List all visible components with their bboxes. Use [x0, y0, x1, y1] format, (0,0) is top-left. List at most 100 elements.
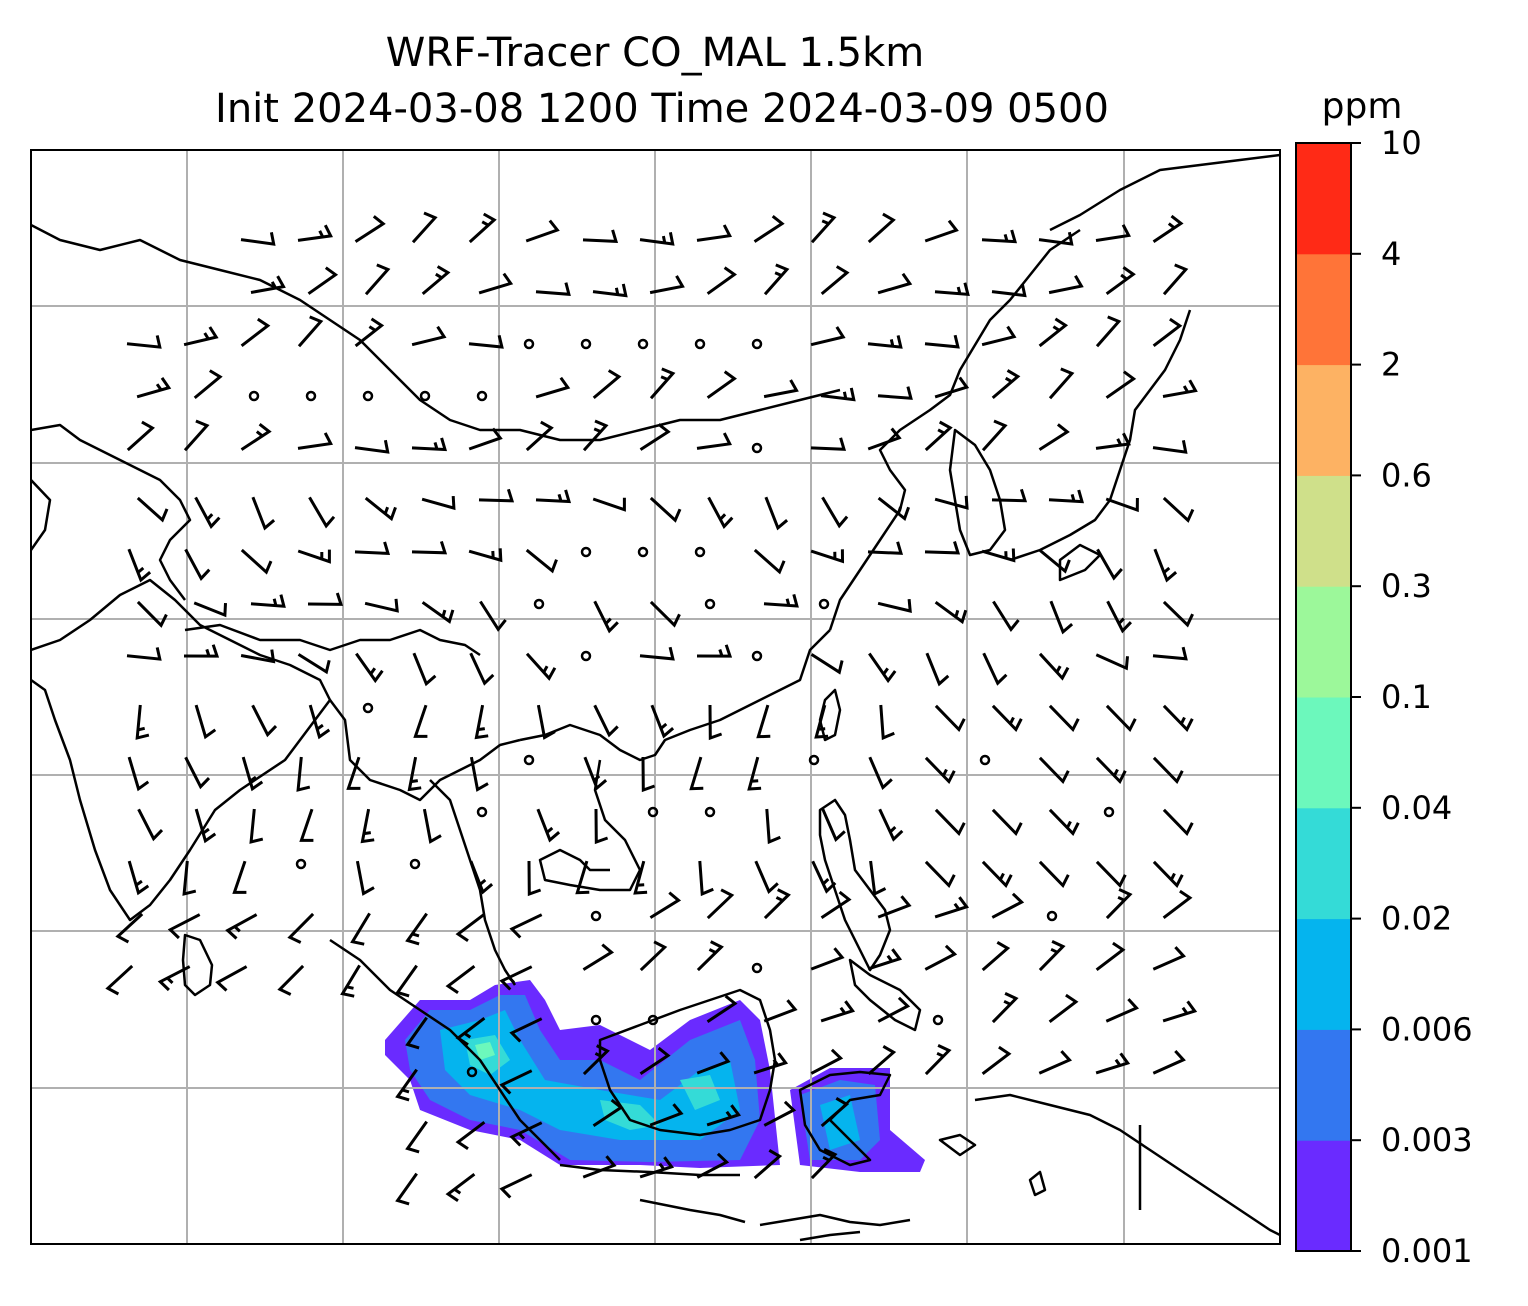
- wind-barb: [924, 219, 959, 243]
- wind-barb: [499, 1069, 533, 1095]
- wind-barb: [1095, 432, 1131, 450]
- wind-barb: [1105, 704, 1137, 733]
- wind-barb: [706, 370, 737, 399]
- wind-barb: [1038, 652, 1070, 681]
- wind-barb: [867, 948, 903, 971]
- wind-barb: [991, 283, 1027, 298]
- wind-barb: [137, 808, 164, 842]
- wind-barb: [455, 913, 486, 943]
- wind-barb: [867, 335, 903, 349]
- wind-barb: [127, 548, 152, 583]
- wind-barb-calm: [305, 390, 317, 402]
- colorbar-segment: [1296, 253, 1351, 366]
- wind-barb: [445, 1173, 476, 1203]
- wind-barb: [934, 704, 966, 733]
- wind-barb: [639, 940, 668, 972]
- wind-barb: [136, 496, 169, 523]
- wind-barb: [136, 600, 168, 628]
- wind-barb-calm: [295, 858, 307, 870]
- wind-barb: [981, 548, 1016, 563]
- wind-barb: [469, 860, 494, 895]
- wind-barb: [1153, 548, 1178, 583]
- wind-barb-calm: [523, 754, 535, 766]
- wind-barb: [1152, 1049, 1186, 1075]
- wind-barb: [991, 704, 1023, 733]
- wind-barb: [1152, 214, 1184, 243]
- wind-barb: [696, 1152, 730, 1179]
- wind-barb: [455, 1017, 486, 1047]
- wind-barb: [934, 376, 970, 399]
- wind-barb: [698, 860, 714, 897]
- wind-barb-calm: [409, 858, 421, 870]
- wind-barb: [499, 1173, 533, 1199]
- wind-barb: [582, 1155, 617, 1179]
- wind-barb: [1038, 317, 1069, 348]
- wind-barb: [215, 965, 248, 992]
- wind-barb: [1038, 231, 1074, 246]
- colorbar-tick-label: 0.1: [1381, 678, 1432, 716]
- wind-barb: [1095, 224, 1132, 242]
- wind-barb: [934, 896, 970, 919]
- wind-barb: [525, 548, 558, 574]
- wind-barb: [405, 1016, 428, 1050]
- wind-barb: [641, 756, 656, 793]
- wind-barb: [763, 263, 790, 296]
- wind-barb-calm: [580, 650, 592, 662]
- wind-barb: [478, 272, 514, 295]
- wind-barb: [183, 644, 220, 658]
- wind-barb: [241, 756, 264, 792]
- wind-barb: [877, 496, 911, 521]
- wind-barb: [535, 489, 572, 504]
- wind-barb: [877, 598, 912, 613]
- wind-barb: [421, 496, 456, 511]
- wind-barb: [1038, 860, 1070, 889]
- wind-barb: [1152, 440, 1188, 454]
- wind-barb-calm: [362, 702, 374, 714]
- wind-barb: [639, 423, 671, 451]
- wind-barb: [126, 420, 155, 452]
- wind-barb: [297, 549, 331, 564]
- wind-barb: [1162, 496, 1195, 523]
- wind-barb-calm: [647, 1014, 659, 1026]
- wind-barb: [753, 215, 785, 243]
- wind-barb: [924, 420, 953, 452]
- wind-barb: [810, 1148, 838, 1180]
- wind-barb: [1105, 266, 1136, 296]
- wind-barb: [810, 211, 837, 244]
- wind-barb: [934, 808, 966, 837]
- wind-barb: [509, 1121, 543, 1147]
- wind-barb-calm: [533, 598, 545, 610]
- wind-barbs: [105, 211, 1198, 1206]
- wind-barb: [877, 386, 913, 400]
- wind-barb: [194, 704, 217, 740]
- wind-barb: [934, 282, 970, 297]
- wind-barb: [753, 548, 786, 575]
- wind-barb: [924, 944, 958, 971]
- coastlines: [31, 153, 1280, 1242]
- wind-barb: [649, 600, 681, 628]
- wind-barb: [594, 808, 609, 845]
- wind-barb: [395, 1068, 418, 1102]
- wind-barb: [877, 996, 911, 1023]
- wind-barb: [405, 912, 428, 946]
- wind-barb: [360, 808, 375, 844]
- colorbar-segment: [1296, 364, 1351, 476]
- wind-barb-calm: [818, 598, 830, 610]
- wind-barb: [981, 941, 1011, 972]
- wind-barb: [706, 994, 738, 1023]
- wind-barb: [297, 224, 333, 242]
- wind-barb: [455, 1121, 486, 1151]
- wind-barb: [1095, 756, 1127, 785]
- wind-barb: [395, 964, 418, 998]
- wind-barb: [184, 548, 211, 581]
- wind-barb: [820, 1097, 850, 1128]
- wind-barb: [1038, 423, 1070, 451]
- wind-barb: [867, 427, 902, 451]
- wind-barb: [934, 600, 968, 625]
- wind-barb: [868, 652, 897, 684]
- wind-barb: [411, 540, 448, 555]
- wind-barb: [1049, 600, 1074, 635]
- wind-barb: [468, 548, 503, 563]
- wind-barb: [582, 229, 619, 243]
- wind-barb: [754, 860, 779, 895]
